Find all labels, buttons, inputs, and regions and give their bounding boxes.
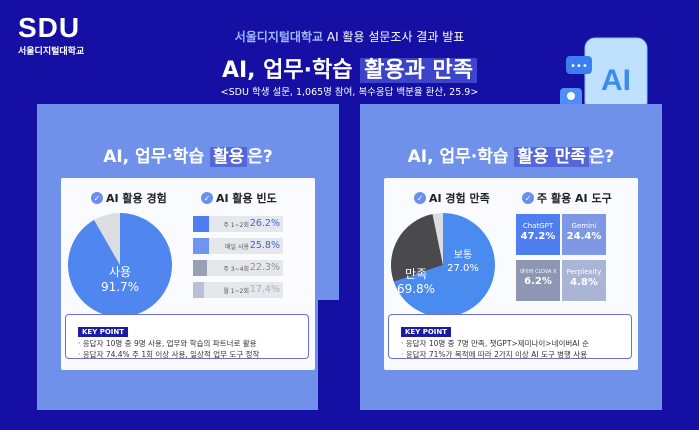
title-highlight: 활용과 만족 [360,58,478,83]
key-point-line: · 응답자 74.4% 주 1회 이상 사용, 일상적 업무 도구 정착 [78,350,260,359]
pie-label: 보통 [454,249,472,261]
tool-name: Gemini [571,222,597,230]
title-highlight: 활용 [210,147,248,167]
tool-name: Perplexity [566,268,602,276]
ai-tools-heading: ✓ 주 활용 AI 도구 [522,190,612,206]
check-icon: ✓ [414,192,426,204]
key-point-label: KEY POINT [401,327,452,337]
bar-value: 17.4% [249,284,280,295]
pie-label: 91.7% [101,280,139,294]
svg-text:AI: AI [601,64,631,97]
usage-panel: AI, 업무·학습 활용 은? ✓ AI 활용 경험 ✓ AI 활용 빈도 사용 91.… [37,104,339,410]
title-part: 은? [247,147,273,167]
page-title: AI, 업무·학습 활용과 만족 [0,52,699,84]
ai-robot-icon: AI ••• [560,37,648,113]
title-part: AI, 업무·학습 [407,147,515,167]
bar-fill [193,216,209,232]
bar-value: 25.8% [249,240,280,251]
key-point-label: KEY POINT [78,327,129,337]
usage-panel-title: AI, 업무·학습 활용 은? [37,142,339,167]
pie-label: 27.0% [447,263,479,274]
logo-brand: SDU [18,12,81,43]
usage-frequency-heading: ✓ AI 활용 빈도 [201,190,277,206]
check-icon: ✓ [91,192,103,204]
pie-slice [94,213,120,265]
pie-label: 69.8% [397,282,435,296]
header-subtitle: 서울디지털대학교 AI 활용 설문조사 결과 발표 [0,28,699,45]
sdu-logo: SDU 서울디지털대학교 [18,12,85,58]
pie-slice [391,214,443,282]
title-part: 은? [588,147,615,167]
heading-text: 주 활용 AI 도구 [537,192,612,205]
bar-label: 주 3~4회 [223,266,249,273]
bar-value: 26.2% [249,218,280,229]
check-icon: ✓ [522,192,534,204]
satisfaction-heading: ✓ AI 경험 만족 [414,190,490,206]
survey-note: <SDU 학생 설문, 1,065명 참여, 복수응답 백분율 환산, 25.9… [220,87,479,98]
key-point-box: KEY POINT · 응답자 10명 중 9명 사용, 업무와 학습의 파트너… [65,314,309,359]
bar-label: 주 1~2회 [223,222,249,229]
ai-tool-tile: Gemini 24.4% [562,214,606,255]
bar-fill [193,238,209,254]
ai-tool-tile: ChatGPT 47.2% [516,214,560,255]
bar-fill [193,260,207,276]
bar-label: 월 1~2회 [223,288,249,295]
satisfaction-panel: AI, 업무·학습 활용 만족 은? ✓ AI 경험 만족 ✓ 주 활용 AI 도구 … [360,104,662,410]
usage-experience-heading: ✓ AI 활용 경험 [91,190,167,206]
tool-name: ChatGPT [522,222,554,230]
title-plain: AI, 업무·학습 [221,58,361,83]
tool-value: 6.2% [524,276,552,287]
bar-row: 주 1~2회 26.2% [193,216,283,232]
center-divider [318,300,354,430]
tool-value: 47.2% [520,231,556,242]
bar-row: 매일 사용 25.8% [193,238,283,254]
subtitle-rest: AI 활용 설문조사 결과 발표 [323,30,465,44]
pie-slice [68,213,172,317]
bar-row: 월 1~2회 17.4% [193,282,283,298]
key-point-line: · 응답자 10명 중 7명 만족, 챗GPT>제미나이>네이버AI 순 [401,339,589,348]
key-point-box: KEY POINT · 응답자 10명 중 7명 만족, 챗GPT>제미나이>네… [388,314,632,359]
bar-fill [193,282,204,298]
satisfaction-panel-title: AI, 업무·학습 활용 만족 은? [360,142,662,167]
key-point-line: · 응답자 10명 중 9명 사용, 업무와 학습의 파트너로 활용 [78,339,257,348]
key-point-line: · 응답자 71%가 목적에 따라 2가지 이상 AI 도구 병행 사용 [401,350,588,359]
pie-label: 사용 [109,265,131,279]
heading-text: AI 활용 경험 [106,192,167,205]
bar-label: 매일 사용 [225,244,249,251]
tool-name: 네이버 CLOVA X [519,269,557,275]
pie-slice [432,213,443,265]
subtitle-highlight: 서울디지털대학교 [234,30,324,44]
logo-name: 서울디지털대학교 [18,47,85,57]
pie-label: 만족 [405,267,427,281]
bar-row: 주 3~4회 22.3% [193,260,283,276]
bar-value: 22.3% [249,262,280,273]
svg-text:•••: ••• [570,61,588,72]
pie-slice [393,213,495,317]
ai-tool-tile: Perplexity 4.8% [562,260,606,301]
title-part: AI, 업무·학습 [103,147,210,167]
ai-tool-tile: 네이버 CLOVA X 6.2% [516,260,560,301]
heading-text: AI 경험 만족 [429,192,490,205]
heading-text: AI 활용 빈도 [216,192,277,205]
tool-value: 4.8% [570,277,598,288]
title-highlight: 활용 만족 [514,147,589,167]
check-icon: ✓ [201,192,213,204]
tool-value: 24.4% [566,231,602,242]
